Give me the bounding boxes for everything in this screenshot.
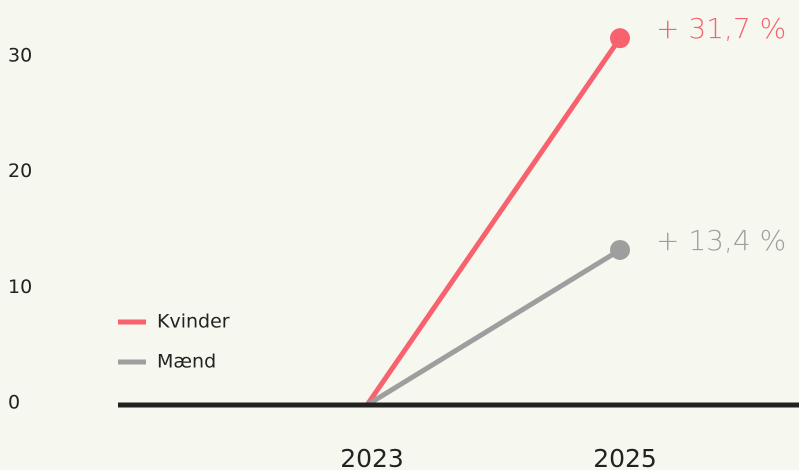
y-tick-label: 20 xyxy=(8,160,32,182)
point xyxy=(610,239,630,260)
series-line xyxy=(365,247,622,408)
value-label: + 31,7 % xyxy=(656,12,786,45)
legend-label: Mænd xyxy=(157,351,216,373)
point xyxy=(610,28,630,49)
x-tick-label: 2025 xyxy=(593,444,657,470)
value-label: + 13,4 % xyxy=(656,224,786,257)
legend-label: Kvinder xyxy=(157,311,230,333)
x-tick-label: 2023 xyxy=(340,444,404,470)
series-line xyxy=(364,36,623,407)
y-tick-label: 30 xyxy=(8,44,32,66)
y-tick-label: 10 xyxy=(8,276,32,298)
y-tick-label: 0 xyxy=(8,392,20,414)
